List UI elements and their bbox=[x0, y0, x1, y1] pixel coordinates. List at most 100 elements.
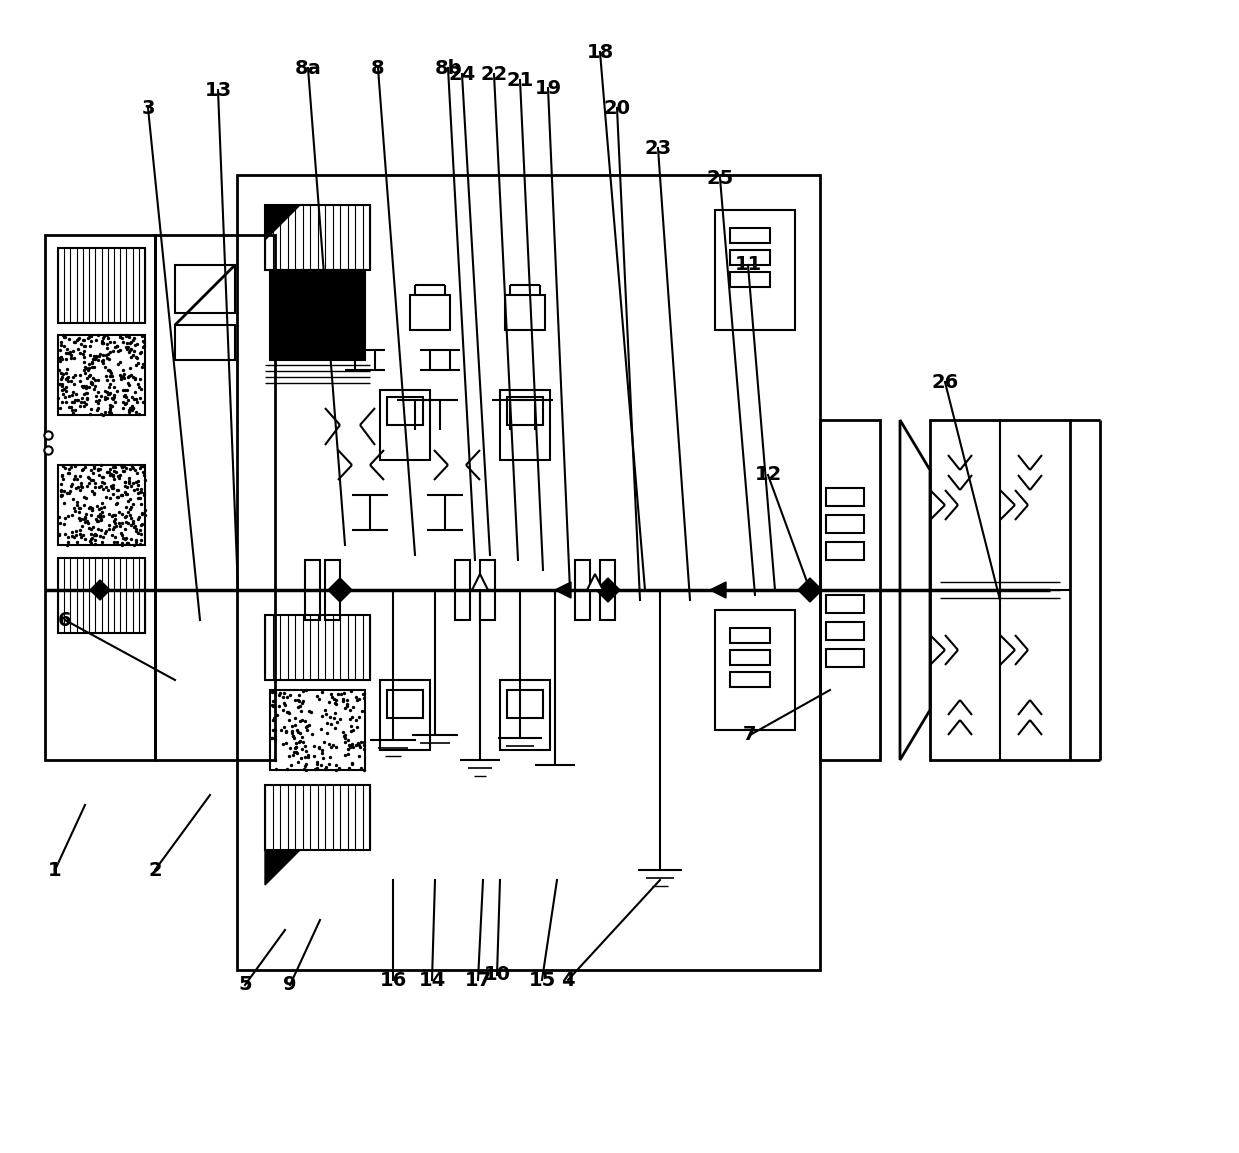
Point bbox=[63, 470, 83, 489]
Point bbox=[66, 526, 85, 544]
Point bbox=[64, 401, 84, 420]
Point bbox=[269, 686, 289, 704]
Point bbox=[104, 512, 124, 530]
Point bbox=[95, 523, 115, 542]
Point bbox=[338, 736, 358, 754]
Point bbox=[92, 405, 112, 423]
Point bbox=[286, 743, 306, 761]
Point bbox=[291, 748, 311, 767]
Point bbox=[125, 370, 145, 389]
Point bbox=[81, 372, 100, 391]
Point bbox=[93, 468, 113, 487]
Point bbox=[90, 527, 110, 545]
Point bbox=[301, 703, 321, 722]
Point bbox=[93, 351, 113, 369]
Point bbox=[110, 517, 130, 535]
Point bbox=[290, 724, 310, 743]
Point bbox=[121, 476, 141, 495]
Point bbox=[108, 488, 128, 506]
Point bbox=[289, 732, 309, 751]
Point bbox=[131, 525, 151, 543]
Point bbox=[110, 340, 130, 359]
Bar bbox=[270, 270, 366, 360]
Point bbox=[307, 755, 327, 774]
Point bbox=[275, 694, 295, 713]
Point bbox=[94, 498, 114, 517]
Point bbox=[92, 493, 112, 512]
Point bbox=[315, 732, 335, 751]
Point bbox=[116, 326, 136, 345]
Point bbox=[123, 457, 142, 475]
Point bbox=[261, 729, 281, 747]
Point bbox=[266, 760, 286, 778]
Point bbox=[130, 483, 150, 502]
Point bbox=[71, 528, 90, 547]
Bar bbox=[58, 248, 145, 323]
Text: 26: 26 bbox=[932, 372, 959, 392]
Text: 22: 22 bbox=[481, 65, 508, 83]
Point bbox=[326, 761, 346, 779]
Point bbox=[115, 506, 135, 525]
Point bbox=[339, 759, 359, 777]
Point bbox=[286, 738, 306, 756]
Point bbox=[114, 386, 134, 405]
Point bbox=[95, 382, 115, 400]
Point bbox=[263, 696, 282, 715]
Point bbox=[125, 473, 145, 491]
Bar bbox=[45, 235, 155, 760]
Bar bbox=[265, 205, 370, 270]
Point bbox=[296, 717, 316, 736]
Point bbox=[108, 466, 128, 484]
Bar bbox=[826, 515, 864, 533]
Point bbox=[343, 738, 363, 756]
Point bbox=[131, 483, 151, 502]
Bar bbox=[410, 295, 450, 330]
Point bbox=[290, 713, 310, 731]
Point bbox=[88, 393, 108, 412]
Point bbox=[55, 459, 74, 477]
Point bbox=[113, 536, 133, 555]
Point bbox=[53, 469, 73, 488]
Point bbox=[55, 379, 74, 398]
Point bbox=[128, 393, 147, 412]
Point bbox=[296, 755, 316, 774]
Bar bbox=[820, 420, 880, 760]
Point bbox=[278, 703, 297, 722]
Text: 3: 3 bbox=[141, 98, 155, 118]
Point bbox=[81, 337, 100, 355]
Point bbox=[353, 702, 373, 721]
Point bbox=[116, 326, 136, 345]
Point bbox=[82, 326, 102, 345]
Point bbox=[135, 470, 155, 489]
Point bbox=[84, 474, 104, 492]
Point bbox=[341, 736, 361, 754]
Point bbox=[115, 530, 135, 549]
Polygon shape bbox=[555, 582, 571, 598]
Point bbox=[107, 495, 126, 513]
Point bbox=[87, 386, 107, 405]
Point bbox=[121, 367, 141, 385]
Point bbox=[82, 470, 102, 489]
Point bbox=[84, 535, 104, 553]
Point bbox=[263, 711, 282, 730]
Point bbox=[119, 469, 139, 488]
Point bbox=[125, 337, 145, 355]
Point bbox=[56, 349, 76, 368]
Point bbox=[93, 346, 113, 364]
Point bbox=[123, 346, 142, 364]
Point bbox=[52, 466, 72, 484]
Point bbox=[98, 361, 118, 379]
Point bbox=[79, 469, 99, 488]
Point bbox=[280, 686, 300, 704]
Point bbox=[93, 333, 113, 352]
Point bbox=[131, 480, 151, 498]
Point bbox=[121, 529, 141, 548]
Point bbox=[55, 482, 74, 500]
Point bbox=[84, 484, 104, 503]
Point bbox=[121, 339, 141, 357]
Point bbox=[78, 329, 98, 347]
Point bbox=[99, 361, 119, 379]
Point bbox=[322, 687, 342, 706]
Point bbox=[58, 507, 78, 526]
Bar bbox=[175, 325, 235, 360]
